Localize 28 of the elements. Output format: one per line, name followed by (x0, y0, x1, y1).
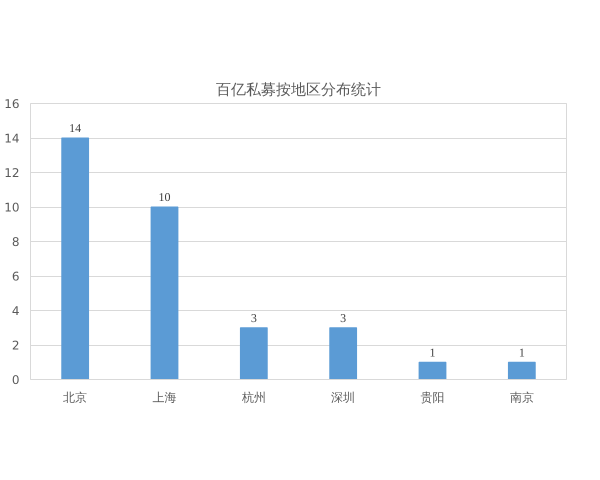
x-tick-label: 南京 (510, 390, 534, 404)
y-tick-label: 12 (4, 166, 20, 180)
y-tick-label: 14 (4, 132, 20, 146)
data-label: 3 (340, 310, 346, 325)
y-tick-label: 4 (12, 304, 20, 318)
x-tick-label: 北京 (63, 390, 88, 404)
y-tick-label: 10 (4, 200, 20, 214)
y-tick-label: 6 (12, 270, 20, 284)
bar (150, 206, 178, 380)
bar (61, 138, 90, 380)
data-label: 1 (430, 345, 436, 360)
y-tick-label: 2 (12, 338, 20, 352)
x-tick-label: 深圳 (331, 390, 356, 404)
data-label: 3 (250, 310, 257, 325)
data-label: 14 (69, 121, 82, 135)
bar (240, 327, 268, 380)
chart-title: 百亿私募按地区分布统计 (216, 80, 381, 98)
data-label: 1 (518, 345, 525, 360)
bar (508, 362, 536, 380)
x-tick-label: 贵阳 (420, 390, 444, 404)
y-tick-label: 8 (12, 235, 20, 249)
bar (418, 362, 446, 380)
y-tick-label: 0 (12, 373, 20, 387)
bar (329, 327, 358, 380)
data-label: 10 (158, 190, 170, 204)
x-tick-label: 上海 (152, 390, 176, 404)
x-tick-label: 杭州 (240, 390, 266, 404)
y-tick-label: 16 (4, 97, 20, 111)
